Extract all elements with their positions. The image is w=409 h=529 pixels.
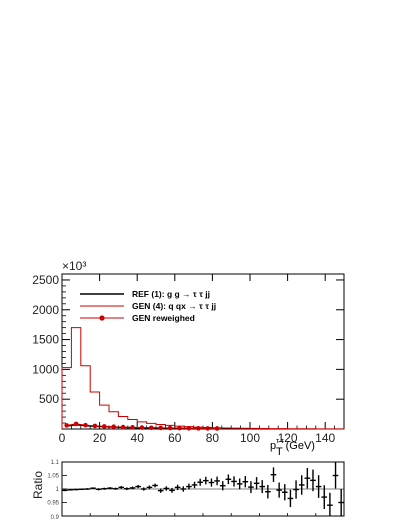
- reweighed-marker: [149, 425, 154, 431]
- y-tick-label: 2000: [32, 303, 59, 317]
- reweighed-marker: [64, 423, 69, 428]
- ratio-panel: 0.95 1 1.05 1.1 Ratio 0.9: [31, 460, 345, 521]
- legend-label-rew: GEN reweighed: [132, 313, 195, 323]
- x-axis-title-unit: (GeV): [286, 440, 315, 452]
- legend-swatch-rew-marker: [99, 315, 105, 321]
- ratio-axis-ticks: 0.95 1 1.05 1.1: [47, 460, 317, 516]
- reweighed-marker: [73, 421, 79, 427]
- main-plot-frame: [61, 273, 345, 430]
- y-tick-label: 1500: [32, 333, 59, 347]
- main-axis-ticks: 0 20 40 60 80 100 120 140 500 1000 1500 2000 2500: [32, 273, 345, 445]
- x-axis-title: pτ τ (GeV): [270, 438, 315, 452]
- x-tick-label: 120: [278, 431, 298, 445]
- ratio-y-tick-label: 1.1: [51, 460, 60, 466]
- y-exponent-label: ×10³: [62, 259, 86, 273]
- x-tick-label: 60: [168, 431, 182, 445]
- reweighed-marker: [214, 426, 220, 431]
- legend: REF (1): g g → τ τ jj GEN (4): q qx → τ …: [80, 289, 216, 323]
- x-axis-title-main: p: [270, 440, 276, 452]
- x-tick-label: 140: [315, 431, 335, 445]
- reweighed-marker: [120, 424, 126, 430]
- legend-label-ref: REF (1): g g → τ τ jj: [132, 289, 210, 299]
- ratio-y-tick-label: 1: [56, 487, 60, 493]
- ratio-y-tick-label: 0.95: [47, 501, 59, 507]
- ratio-y-bottom-label: 0.9: [51, 515, 60, 521]
- reweighed-marker: [102, 424, 107, 429]
- reweighed-marker: [177, 425, 182, 431]
- reweighed-marker: [130, 425, 135, 430]
- main-series-group: [61, 327, 345, 431]
- x-tick-label: 40: [131, 431, 145, 445]
- ratio-y-tick-label: 1.05: [47, 474, 59, 480]
- reweighed-marker: [167, 425, 173, 431]
- y-tick-label: 2500: [32, 273, 59, 287]
- x-tick-label: 0: [59, 431, 66, 445]
- legend-label-gen: GEN (4): q qx → τ τ jj: [132, 301, 216, 311]
- x-tick-label: 100: [240, 431, 260, 445]
- ratio-series-group: [62, 462, 344, 516]
- x-tick-label: 20: [93, 431, 107, 445]
- reweighed-marker: [92, 423, 98, 429]
- ratio-y-axis-title: Ratio: [31, 471, 45, 499]
- x-axis-title-sup: τ τ: [276, 438, 284, 445]
- reweighed-marker: [186, 425, 192, 431]
- reweighed-marker: [83, 422, 88, 428]
- reweighed-marker: [205, 426, 210, 431]
- y-tick-label: 1000: [32, 362, 59, 376]
- reweighed-marker: [139, 425, 145, 430]
- reweighed-marker: [111, 424, 116, 430]
- reweighed-marker: [196, 426, 201, 431]
- x-tick-label: 80: [206, 431, 220, 445]
- y-tick-label: 500: [39, 392, 59, 406]
- x-axis-title-sub: T: [276, 446, 283, 458]
- main-histogram-panel: 0 20 40 60 80 100 120 140 500 1000 1500 2000 2500 ×1…: [32, 259, 345, 458]
- reweighed-marker: [158, 425, 163, 431]
